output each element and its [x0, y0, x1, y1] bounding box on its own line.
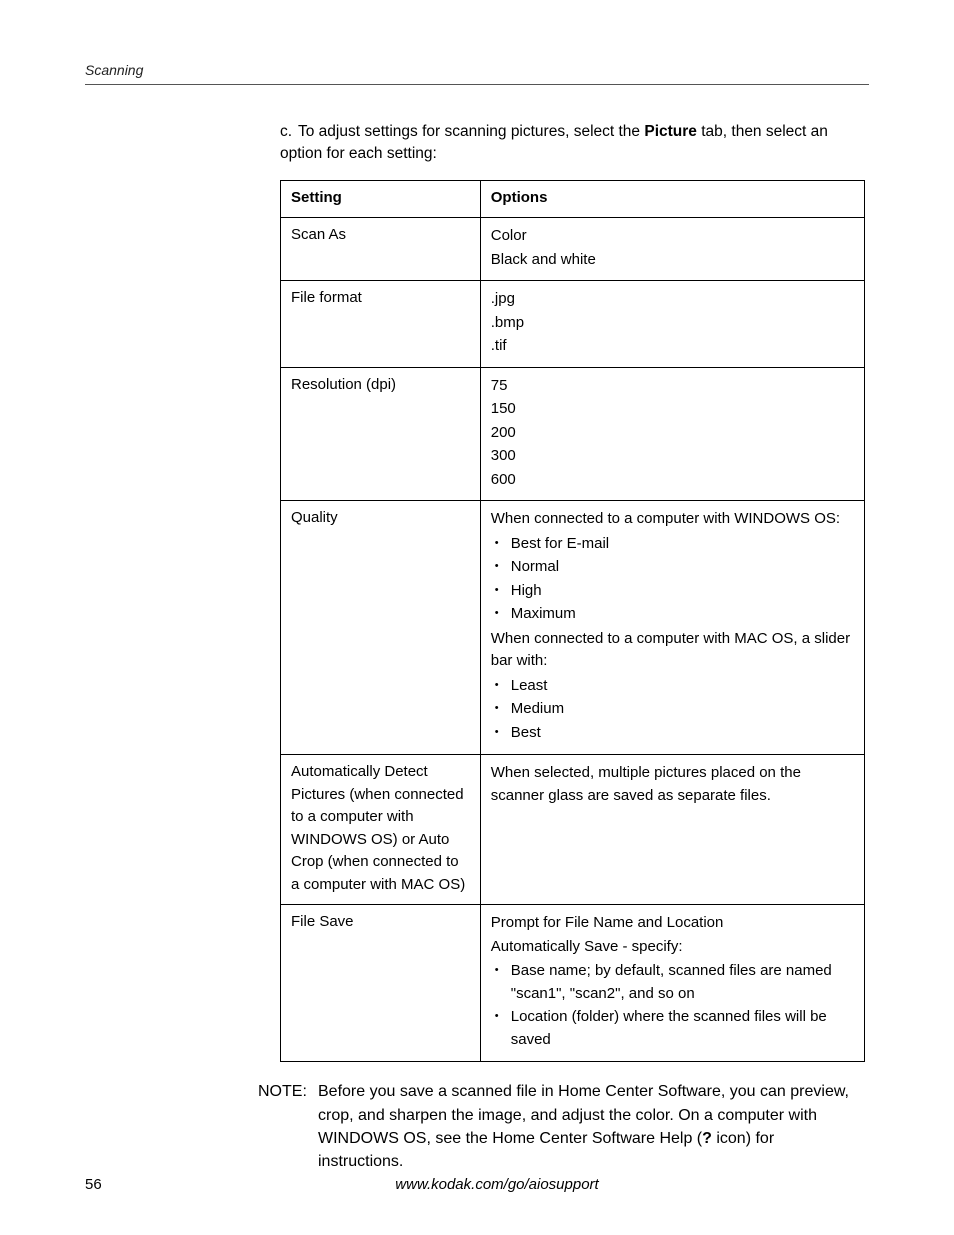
cell-options: When selected, multiple pictures placed …: [480, 755, 864, 905]
option-line: 300: [491, 445, 854, 468]
step-text-pre: To adjust settings for scanning pictures…: [298, 123, 644, 140]
step-text: To adjust settings for scanning pictures…: [280, 123, 828, 162]
option-bullet: Least: [493, 675, 854, 698]
table-row: Automatically Detect Pictures (when conn…: [281, 755, 865, 905]
option-bullet: Base name; by default, scanned files are…: [493, 960, 854, 1005]
cell-options: When connected to a computer with WINDOW…: [480, 501, 864, 755]
table-header-row: Setting Options: [281, 180, 865, 218]
note-bold: ?: [702, 1130, 712, 1147]
option-line: 600: [491, 469, 854, 492]
cell-setting: Resolution (dpi): [281, 367, 481, 501]
note-body: Before you save a scanned file in Home C…: [318, 1080, 858, 1173]
note: NOTE:Before you save a scanned file in H…: [258, 1080, 869, 1173]
step-marker: c.: [280, 121, 298, 143]
cell-options: Prompt for File Name and LocationAutomat…: [480, 905, 864, 1062]
page: Scanning c.To adjust settings for scanni…: [0, 0, 954, 1235]
table-row: QualityWhen connected to a computer with…: [281, 501, 865, 755]
option-line: 150: [491, 398, 854, 421]
step-c: c.To adjust settings for scanning pictur…: [280, 121, 869, 166]
footer-url: www.kodak.com/go/aiosupport: [125, 1176, 869, 1193]
option-line: .jpg: [491, 288, 854, 311]
option-bullet-list: Base name; by default, scanned files are…: [491, 960, 854, 1051]
option-line: Color: [491, 225, 854, 248]
option-line: When connected to a computer with MAC OS…: [491, 628, 854, 673]
option-bullet: Location (folder) where the scanned file…: [493, 1006, 854, 1051]
option-line: 200: [491, 422, 854, 445]
option-bullet: Normal: [493, 556, 854, 579]
table-row: Resolution (dpi)75150200300600: [281, 367, 865, 501]
content-area: c.To adjust settings for scanning pictur…: [280, 121, 869, 1173]
option-line: Automatically Save - specify:: [491, 936, 854, 959]
header-rule: [85, 84, 869, 85]
cell-setting: File format: [281, 281, 481, 368]
th-setting: Setting: [281, 180, 481, 218]
option-line: .tif: [491, 335, 854, 358]
cell-options: .jpg.bmp.tif: [480, 281, 864, 368]
option-line: 75: [491, 375, 854, 398]
cell-setting: File Save: [281, 905, 481, 1062]
option-line: Black and white: [491, 249, 854, 272]
cell-options: 75150200300600: [480, 367, 864, 501]
settings-table: Setting Options Scan AsColorBlack and wh…: [280, 180, 865, 1063]
option-line: .bmp: [491, 312, 854, 335]
option-bullet: Best: [493, 722, 854, 745]
table-row: Scan AsColorBlack and white: [281, 218, 865, 281]
cell-options: ColorBlack and white: [480, 218, 864, 281]
option-bullet: Best for E-mail: [493, 533, 854, 556]
cell-setting: Scan As: [281, 218, 481, 281]
option-line: When selected, multiple pictures placed …: [491, 762, 854, 807]
page-number: 56: [85, 1176, 125, 1193]
page-footer: 56 www.kodak.com/go/aiosupport: [85, 1176, 869, 1193]
table-row: File SavePrompt for File Name and Locati…: [281, 905, 865, 1062]
table-row: File format.jpg.bmp.tif: [281, 281, 865, 368]
cell-setting: Automatically Detect Pictures (when conn…: [281, 755, 481, 905]
option-line: Prompt for File Name and Location: [491, 912, 854, 935]
option-line: When connected to a computer with WINDOW…: [491, 508, 854, 531]
note-label: NOTE:: [258, 1080, 318, 1103]
step-text-bold: Picture: [644, 123, 697, 140]
option-bullet: High: [493, 580, 854, 603]
option-bullet: Medium: [493, 698, 854, 721]
option-bullet-list: LeastMediumBest: [491, 675, 854, 745]
running-header: Scanning: [85, 62, 869, 84]
option-bullet: Maximum: [493, 603, 854, 626]
option-bullet-list: Best for E-mailNormalHighMaximum: [491, 533, 854, 626]
th-options: Options: [480, 180, 864, 218]
cell-setting: Quality: [281, 501, 481, 755]
